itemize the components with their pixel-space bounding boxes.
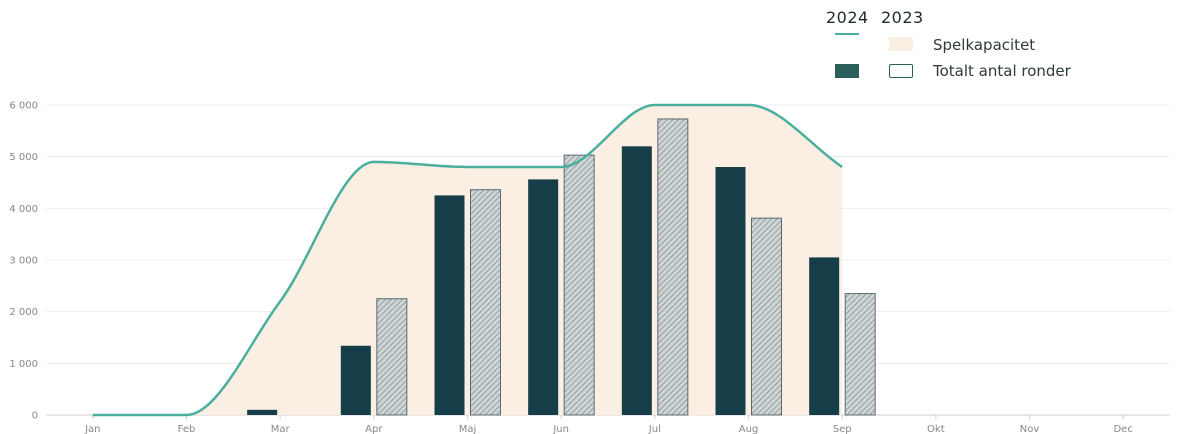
y-tick-label: 4 000 [9,204,38,215]
bar-2024-aug[interactable] [715,167,746,415]
x-tick-label: Jan [84,424,100,434]
bar-2023-sep[interactable] [844,293,876,416]
x-tick-label: Jul [648,424,661,434]
x-tick-label: Nov [1020,424,1040,434]
legend-rounds-label: Totalt antal ronder [933,62,1071,80]
legend-line-swatch-2024 [835,33,859,35]
capacity-area [92,105,843,415]
bar-2024-maj[interactable] [434,195,465,415]
bar-2023-aug[interactable] [751,217,782,416]
x-tick-label: Okt [927,424,945,434]
y-tick-label: 3 000 [9,256,38,267]
legend-year-2024: 2024 [826,8,869,27]
y-tick-label: 2 000 [9,307,38,318]
legend-year-2023: 2023 [881,8,924,27]
x-tick-label: Sep [833,424,852,434]
bar-2023-jun[interactable] [563,154,595,416]
bars-layer [247,118,876,416]
y-tick-label: 0 [32,411,38,422]
y-tick-label: 6 000 [9,101,38,112]
legend-area-swatch-2023 [889,37,913,51]
legend-bar-swatch-2024 [835,64,859,78]
capacity-line-2024 [92,103,843,417]
x-tick-label: Maj [459,424,477,434]
y-tick-label: 1 000 [9,359,38,370]
bar-2024-jul[interactable] [621,146,652,416]
x-tick-label: Apr [365,424,383,434]
x-tick-label: Dec [1113,424,1132,434]
legend-bar-swatch-2023 [889,64,913,78]
bar-2024-mar[interactable] [247,409,278,415]
x-tick-label: Feb [178,424,196,434]
legend-capacity-label: Spelkapacitet [933,36,1036,54]
bar-2023-maj[interactable] [470,189,501,416]
y-tick-label: 5 000 [9,152,38,163]
bar-2024-apr[interactable] [340,345,371,415]
bar-2023-apr[interactable] [376,298,408,416]
bar-2023-jul[interactable] [657,118,689,416]
x-tick-label: Jun [552,424,569,434]
x-tick-label: Mar [271,424,291,434]
x-tick-label: Aug [739,424,759,434]
tick-labels: 0 1 000 2 000 3 000 4 000 5 000 6 000 Jan Feb Mar… [9,101,1132,434]
bar-2024-sep[interactable] [809,257,840,415]
bar-2024-jun[interactable] [528,179,559,415]
